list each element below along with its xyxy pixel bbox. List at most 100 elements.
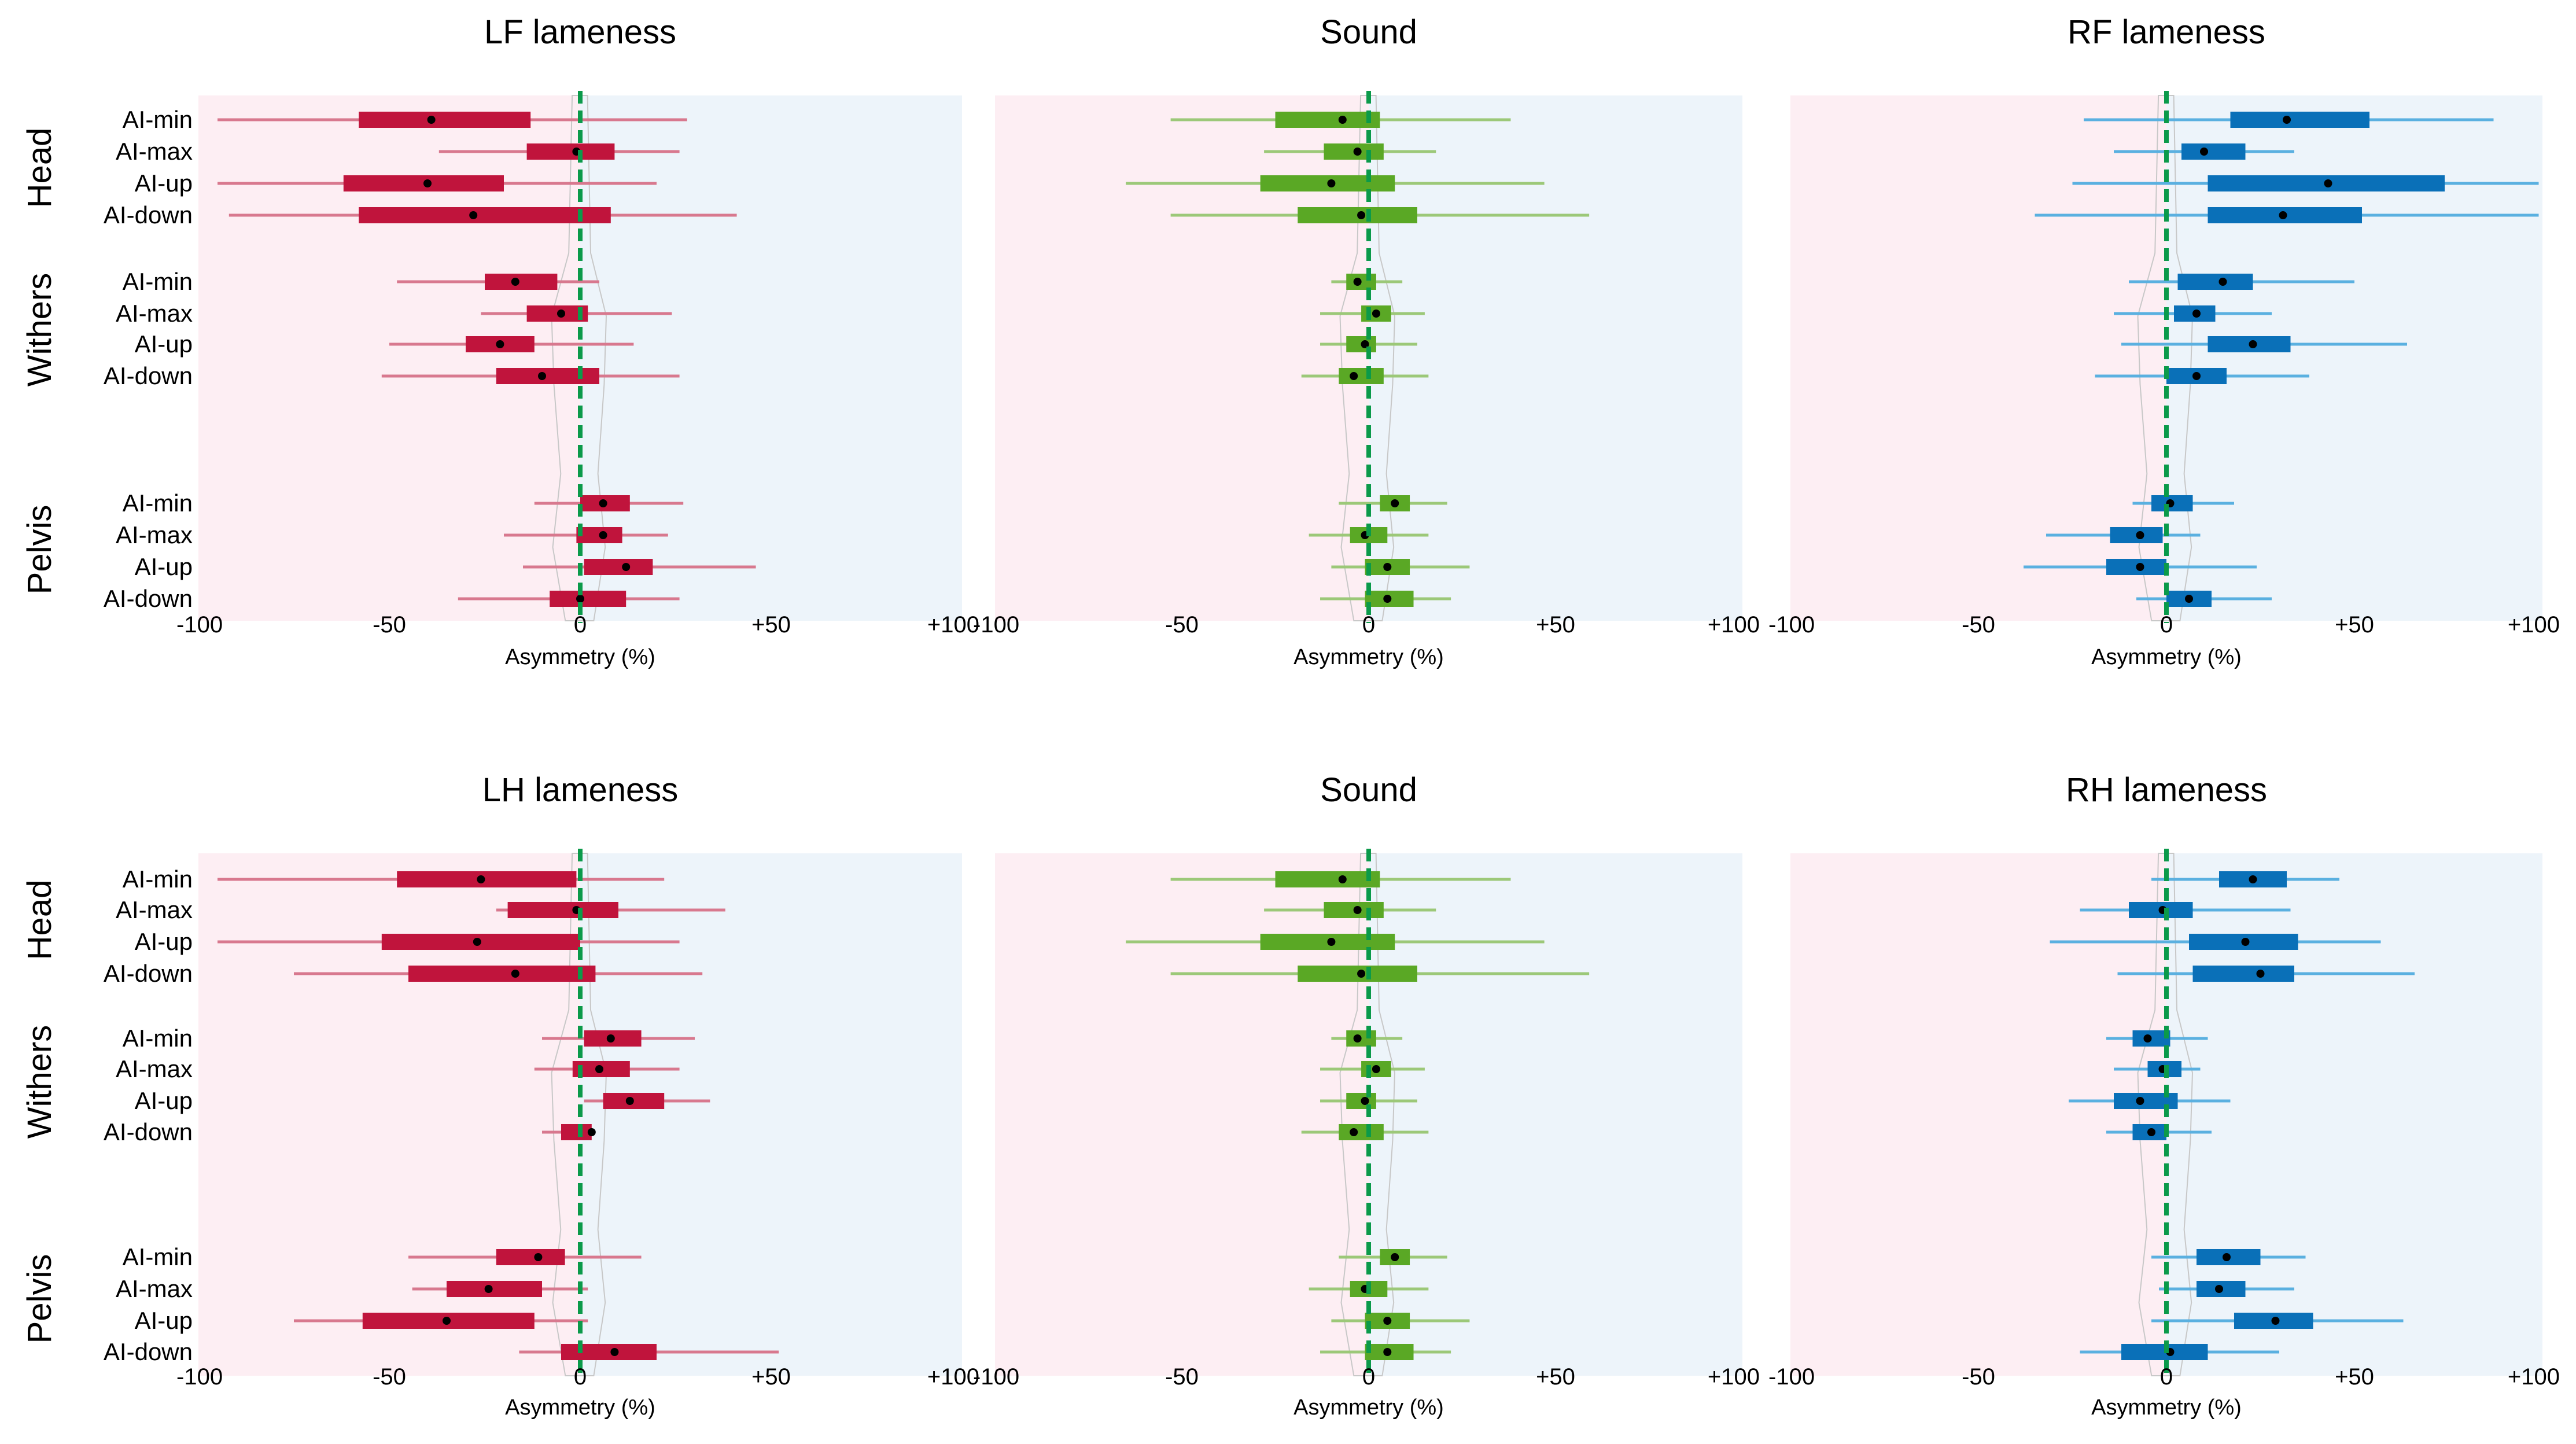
x-tick-label: -50 xyxy=(1962,1364,1995,1390)
median-point xyxy=(2249,875,2257,883)
median-point xyxy=(2147,1128,2155,1136)
median-point xyxy=(557,310,565,318)
iqr-box xyxy=(1275,871,1380,887)
negative-region xyxy=(1790,853,2166,1376)
iqr-box xyxy=(2230,112,2369,128)
group-label: Head xyxy=(21,880,58,960)
density-outline xyxy=(2137,95,2194,621)
x-tick-label: +100 xyxy=(2508,612,2560,638)
group-label: Head xyxy=(21,128,58,208)
x-tick-label: -50 xyxy=(373,1364,406,1390)
median-point xyxy=(2256,970,2265,978)
median-point xyxy=(1353,148,1362,156)
x-tick-label: +100 xyxy=(927,1364,979,1390)
x-tick-label: 0 xyxy=(574,612,587,638)
median-point xyxy=(2324,179,2332,187)
x-tick-label: -50 xyxy=(1165,1364,1199,1390)
x-tick-label: 0 xyxy=(1362,1364,1375,1390)
iqr-box xyxy=(397,871,577,887)
median-point xyxy=(511,278,519,286)
median-point xyxy=(610,1348,619,1356)
median-point xyxy=(1338,875,1347,883)
x-tick-label: 0 xyxy=(2160,612,2173,638)
median-point xyxy=(534,1253,543,1261)
iqr-box xyxy=(2177,274,2253,290)
panel-title: Sound xyxy=(1320,13,1417,51)
median-point xyxy=(1372,1065,1380,1073)
median-point xyxy=(1327,938,1336,946)
median-point xyxy=(2192,310,2201,318)
x-tick-label: +100 xyxy=(1708,612,1760,638)
panel-title: LF lameness xyxy=(484,13,676,51)
x-tick-label: 0 xyxy=(1362,612,1375,638)
median-point xyxy=(1357,970,1366,978)
category-label: AI-max xyxy=(116,896,193,923)
iqr-box xyxy=(496,1249,565,1265)
x-tick-label: +50 xyxy=(1536,1364,1575,1390)
x-tick-label: -100 xyxy=(973,612,1019,638)
x-tick-label: -100 xyxy=(1768,612,1815,638)
category-label: AI-down xyxy=(104,201,193,229)
x-tick-label: -100 xyxy=(176,1364,223,1390)
median-point xyxy=(2241,938,2250,946)
median-point xyxy=(427,116,436,124)
positive-region xyxy=(580,853,962,1376)
category-label: AI-up xyxy=(135,1307,193,1334)
median-point xyxy=(511,970,519,978)
iqr-box xyxy=(561,1124,592,1140)
iqr-box xyxy=(496,368,599,384)
median-point xyxy=(2143,1034,2152,1043)
median-point xyxy=(1391,1253,1399,1261)
positive-region xyxy=(2166,853,2542,1376)
chart-panel: Sound -100 -50 0 +50 +100 Asymmetry (%) xyxy=(973,13,1760,669)
median-point xyxy=(1361,340,1369,348)
category-label: AI-down xyxy=(104,1118,193,1145)
x-tick-label: -100 xyxy=(1768,1364,1815,1390)
median-point xyxy=(496,340,504,348)
x-tick-label: +50 xyxy=(1536,612,1575,638)
median-point xyxy=(599,531,607,539)
iqr-box xyxy=(2181,143,2246,160)
median-point xyxy=(443,1317,451,1325)
category-label: AI-up xyxy=(135,553,193,580)
x-tick-label: +50 xyxy=(751,1364,791,1390)
category-label: AI-max xyxy=(116,521,193,548)
x-tick-label: 0 xyxy=(574,1364,587,1390)
iqr-box xyxy=(526,143,615,160)
group-label: Pelvis xyxy=(21,505,58,595)
iqr-box xyxy=(550,591,627,607)
median-point xyxy=(576,595,584,603)
category-label: AI-max xyxy=(116,138,193,165)
category-label: AI-up xyxy=(135,1087,193,1114)
category-label: AI-min xyxy=(123,1025,193,1052)
category-label: AI-up xyxy=(135,928,193,955)
iqr-box xyxy=(359,112,531,128)
category-label: AI-down xyxy=(104,960,193,987)
median-point xyxy=(2136,563,2144,571)
iqr-box xyxy=(1339,1124,1384,1140)
median-point xyxy=(1353,278,1362,286)
median-point xyxy=(1383,595,1392,603)
panel-title: LH lameness xyxy=(482,771,678,809)
category-label: AI-down xyxy=(104,362,193,389)
x-tick-label: -50 xyxy=(1962,612,1995,638)
median-point xyxy=(1353,906,1362,914)
iqr-box xyxy=(359,207,611,223)
x-tick-label: -50 xyxy=(1165,612,1199,638)
x-tick-label: +50 xyxy=(2335,612,2374,638)
iqr-box xyxy=(561,1344,657,1360)
median-point xyxy=(2136,1097,2144,1105)
median-point xyxy=(2192,372,2201,380)
category-label: AI-min xyxy=(123,489,193,517)
median-point xyxy=(1372,310,1380,318)
x-tick-label: -100 xyxy=(973,1364,1019,1390)
group-label: Withers xyxy=(21,273,58,387)
median-point xyxy=(2136,531,2144,539)
panel-title: RF lameness xyxy=(2068,13,2265,51)
x-axis-label: Asymmetry (%) xyxy=(505,645,655,669)
iqr-box xyxy=(507,902,618,918)
category-label: AI-max xyxy=(116,1275,193,1302)
category-label: AI-min xyxy=(123,865,193,893)
median-point xyxy=(1353,1034,1362,1043)
median-point xyxy=(469,211,478,219)
